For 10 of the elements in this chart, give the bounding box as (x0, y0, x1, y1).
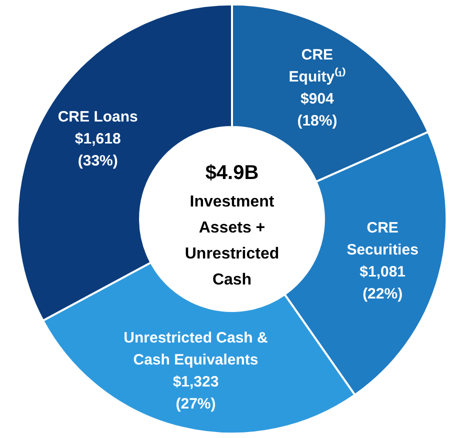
slice-label: CRE Loans (58, 108, 138, 126)
data-label: $1,081 (22%) (360, 263, 406, 302)
text: Investment Assets + Unrestricted Cash (184, 194, 280, 288)
slice-label: CRE Securities (346, 219, 418, 258)
data-label: $1,618 (33%) (74, 130, 121, 170)
slice-label: CRE Equity⁽¹⁾ (288, 46, 346, 86)
data-label: $1,323 (27%) (172, 374, 219, 413)
text: $4.9B (205, 162, 259, 184)
slice-label: Unrestricted Cash & Cash Equivalents (124, 330, 268, 369)
data-label: $904 (18%) (297, 90, 338, 130)
